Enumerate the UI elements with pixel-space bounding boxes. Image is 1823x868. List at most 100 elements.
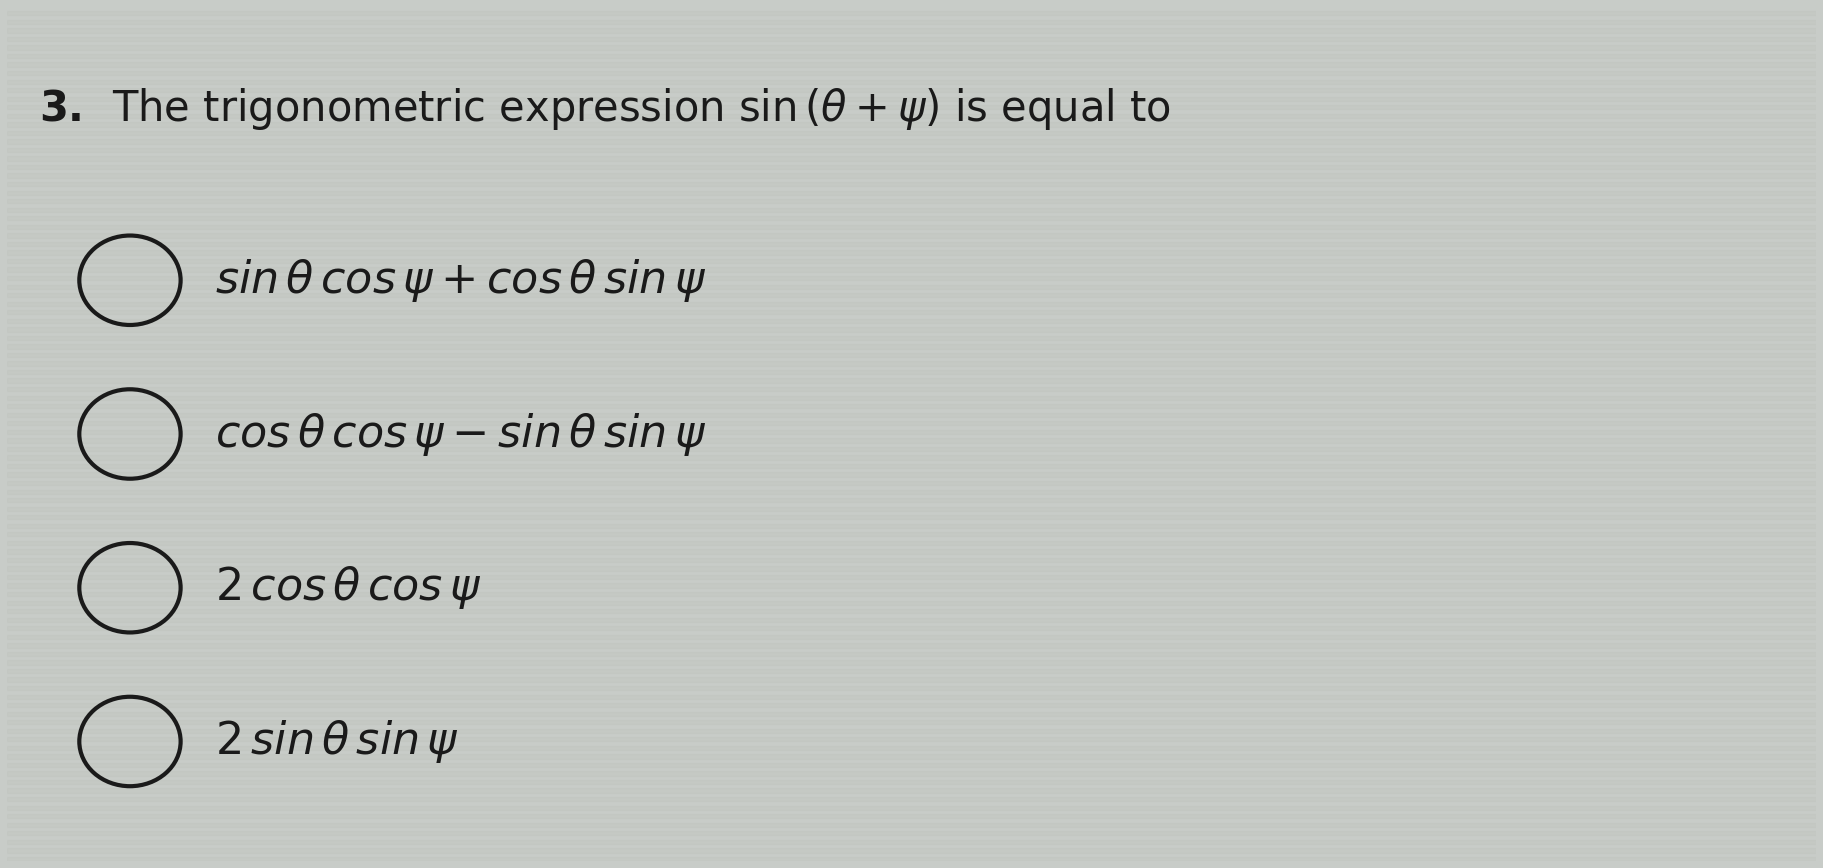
Bar bbox=[7, 378, 1816, 383]
Bar bbox=[7, 71, 1816, 76]
Bar bbox=[7, 49, 1816, 54]
Bar bbox=[7, 41, 1816, 45]
Bar bbox=[7, 298, 1816, 301]
Bar bbox=[7, 165, 1816, 169]
Bar bbox=[7, 725, 1816, 728]
Bar bbox=[7, 677, 1816, 681]
Bar bbox=[7, 737, 1816, 741]
Bar bbox=[7, 396, 1816, 400]
Bar bbox=[7, 661, 1816, 665]
Bar bbox=[7, 570, 1816, 575]
Bar bbox=[7, 643, 1816, 648]
Bar bbox=[7, 11, 1816, 16]
Bar bbox=[7, 810, 1816, 814]
Bar bbox=[7, 92, 1816, 96]
Bar bbox=[7, 558, 1816, 562]
Bar bbox=[7, 438, 1816, 443]
Bar bbox=[7, 29, 1816, 33]
Bar bbox=[7, 263, 1816, 267]
Bar bbox=[7, 238, 1816, 242]
Bar bbox=[7, 114, 1816, 118]
Bar bbox=[7, 819, 1816, 823]
Bar bbox=[7, 728, 1816, 733]
Bar bbox=[7, 741, 1816, 746]
Bar bbox=[7, 827, 1816, 832]
Bar bbox=[7, 135, 1816, 140]
Bar bbox=[7, 387, 1816, 391]
Bar bbox=[7, 143, 1816, 148]
Bar bbox=[7, 203, 1816, 207]
Bar bbox=[7, 772, 1816, 776]
Bar bbox=[7, 412, 1816, 417]
Bar bbox=[7, 118, 1816, 122]
Bar bbox=[7, 792, 1816, 797]
Bar bbox=[7, 289, 1816, 293]
Text: $2\,\mathit{sin}\,\theta\,\mathit{sin}\,\psi$: $2\,\mathit{sin}\,\theta\,\mathit{sin}\,… bbox=[215, 718, 459, 765]
Bar bbox=[7, 592, 1816, 596]
Bar bbox=[7, 293, 1816, 298]
Bar bbox=[7, 456, 1816, 460]
Bar bbox=[7, 523, 1816, 528]
Bar bbox=[7, 314, 1816, 319]
Bar bbox=[7, 746, 1816, 750]
Bar bbox=[7, 332, 1816, 336]
Bar bbox=[7, 690, 1816, 694]
Bar bbox=[7, 694, 1816, 699]
Bar bbox=[7, 575, 1816, 579]
Bar bbox=[7, 494, 1816, 498]
Bar bbox=[7, 361, 1816, 365]
Bar bbox=[7, 80, 1816, 84]
Bar bbox=[7, 519, 1816, 523]
Bar bbox=[7, 225, 1816, 229]
Bar bbox=[7, 583, 1816, 588]
Bar bbox=[7, 267, 1816, 272]
Bar bbox=[7, 178, 1816, 182]
Bar bbox=[7, 797, 1816, 801]
Bar bbox=[7, 191, 1816, 194]
Bar bbox=[7, 62, 1816, 67]
Bar bbox=[7, 285, 1816, 289]
Bar bbox=[7, 349, 1816, 353]
Text: 3.: 3. bbox=[40, 89, 84, 130]
Bar bbox=[7, 549, 1816, 554]
Bar bbox=[7, 400, 1816, 404]
Bar bbox=[7, 503, 1816, 507]
Bar bbox=[7, 259, 1816, 263]
Bar bbox=[7, 814, 1816, 819]
Text: The trigonometric expression $\mathrm{sin}\,(\theta + \psi)$ is equal to: The trigonometric expression $\mathrm{si… bbox=[111, 87, 1170, 133]
Bar bbox=[7, 140, 1816, 143]
Text: $\mathit{sin}\,\theta\,\mathit{cos}\,\psi + \mathit{cos}\,\theta\,\mathit{sin}\,: $\mathit{sin}\,\theta\,\mathit{cos}\,\ps… bbox=[215, 257, 706, 304]
Bar bbox=[7, 148, 1816, 152]
Bar bbox=[7, 665, 1816, 669]
Bar bbox=[7, 468, 1816, 472]
Bar bbox=[7, 605, 1816, 609]
Bar bbox=[7, 101, 1816, 105]
Bar bbox=[7, 857, 1816, 861]
Bar bbox=[7, 280, 1816, 285]
Bar bbox=[7, 187, 1816, 191]
Bar bbox=[7, 626, 1816, 630]
Bar bbox=[7, 156, 1816, 161]
Bar bbox=[7, 417, 1816, 421]
Bar bbox=[7, 182, 1816, 187]
Bar bbox=[7, 365, 1816, 370]
Bar bbox=[7, 169, 1816, 174]
Bar bbox=[7, 447, 1816, 451]
Bar bbox=[7, 254, 1816, 259]
Bar bbox=[7, 374, 1816, 378]
Bar bbox=[7, 703, 1816, 707]
Bar bbox=[7, 345, 1816, 349]
Bar bbox=[7, 404, 1816, 408]
Bar bbox=[7, 852, 1816, 857]
Bar bbox=[7, 621, 1816, 626]
Bar bbox=[7, 763, 1816, 767]
Bar bbox=[7, 391, 1816, 396]
Bar bbox=[7, 788, 1816, 792]
Bar bbox=[7, 207, 1816, 212]
Bar bbox=[7, 545, 1816, 549]
Bar bbox=[7, 460, 1816, 464]
Bar bbox=[7, 541, 1816, 545]
Bar bbox=[7, 832, 1816, 835]
Bar bbox=[7, 301, 1816, 306]
Bar bbox=[7, 127, 1816, 131]
